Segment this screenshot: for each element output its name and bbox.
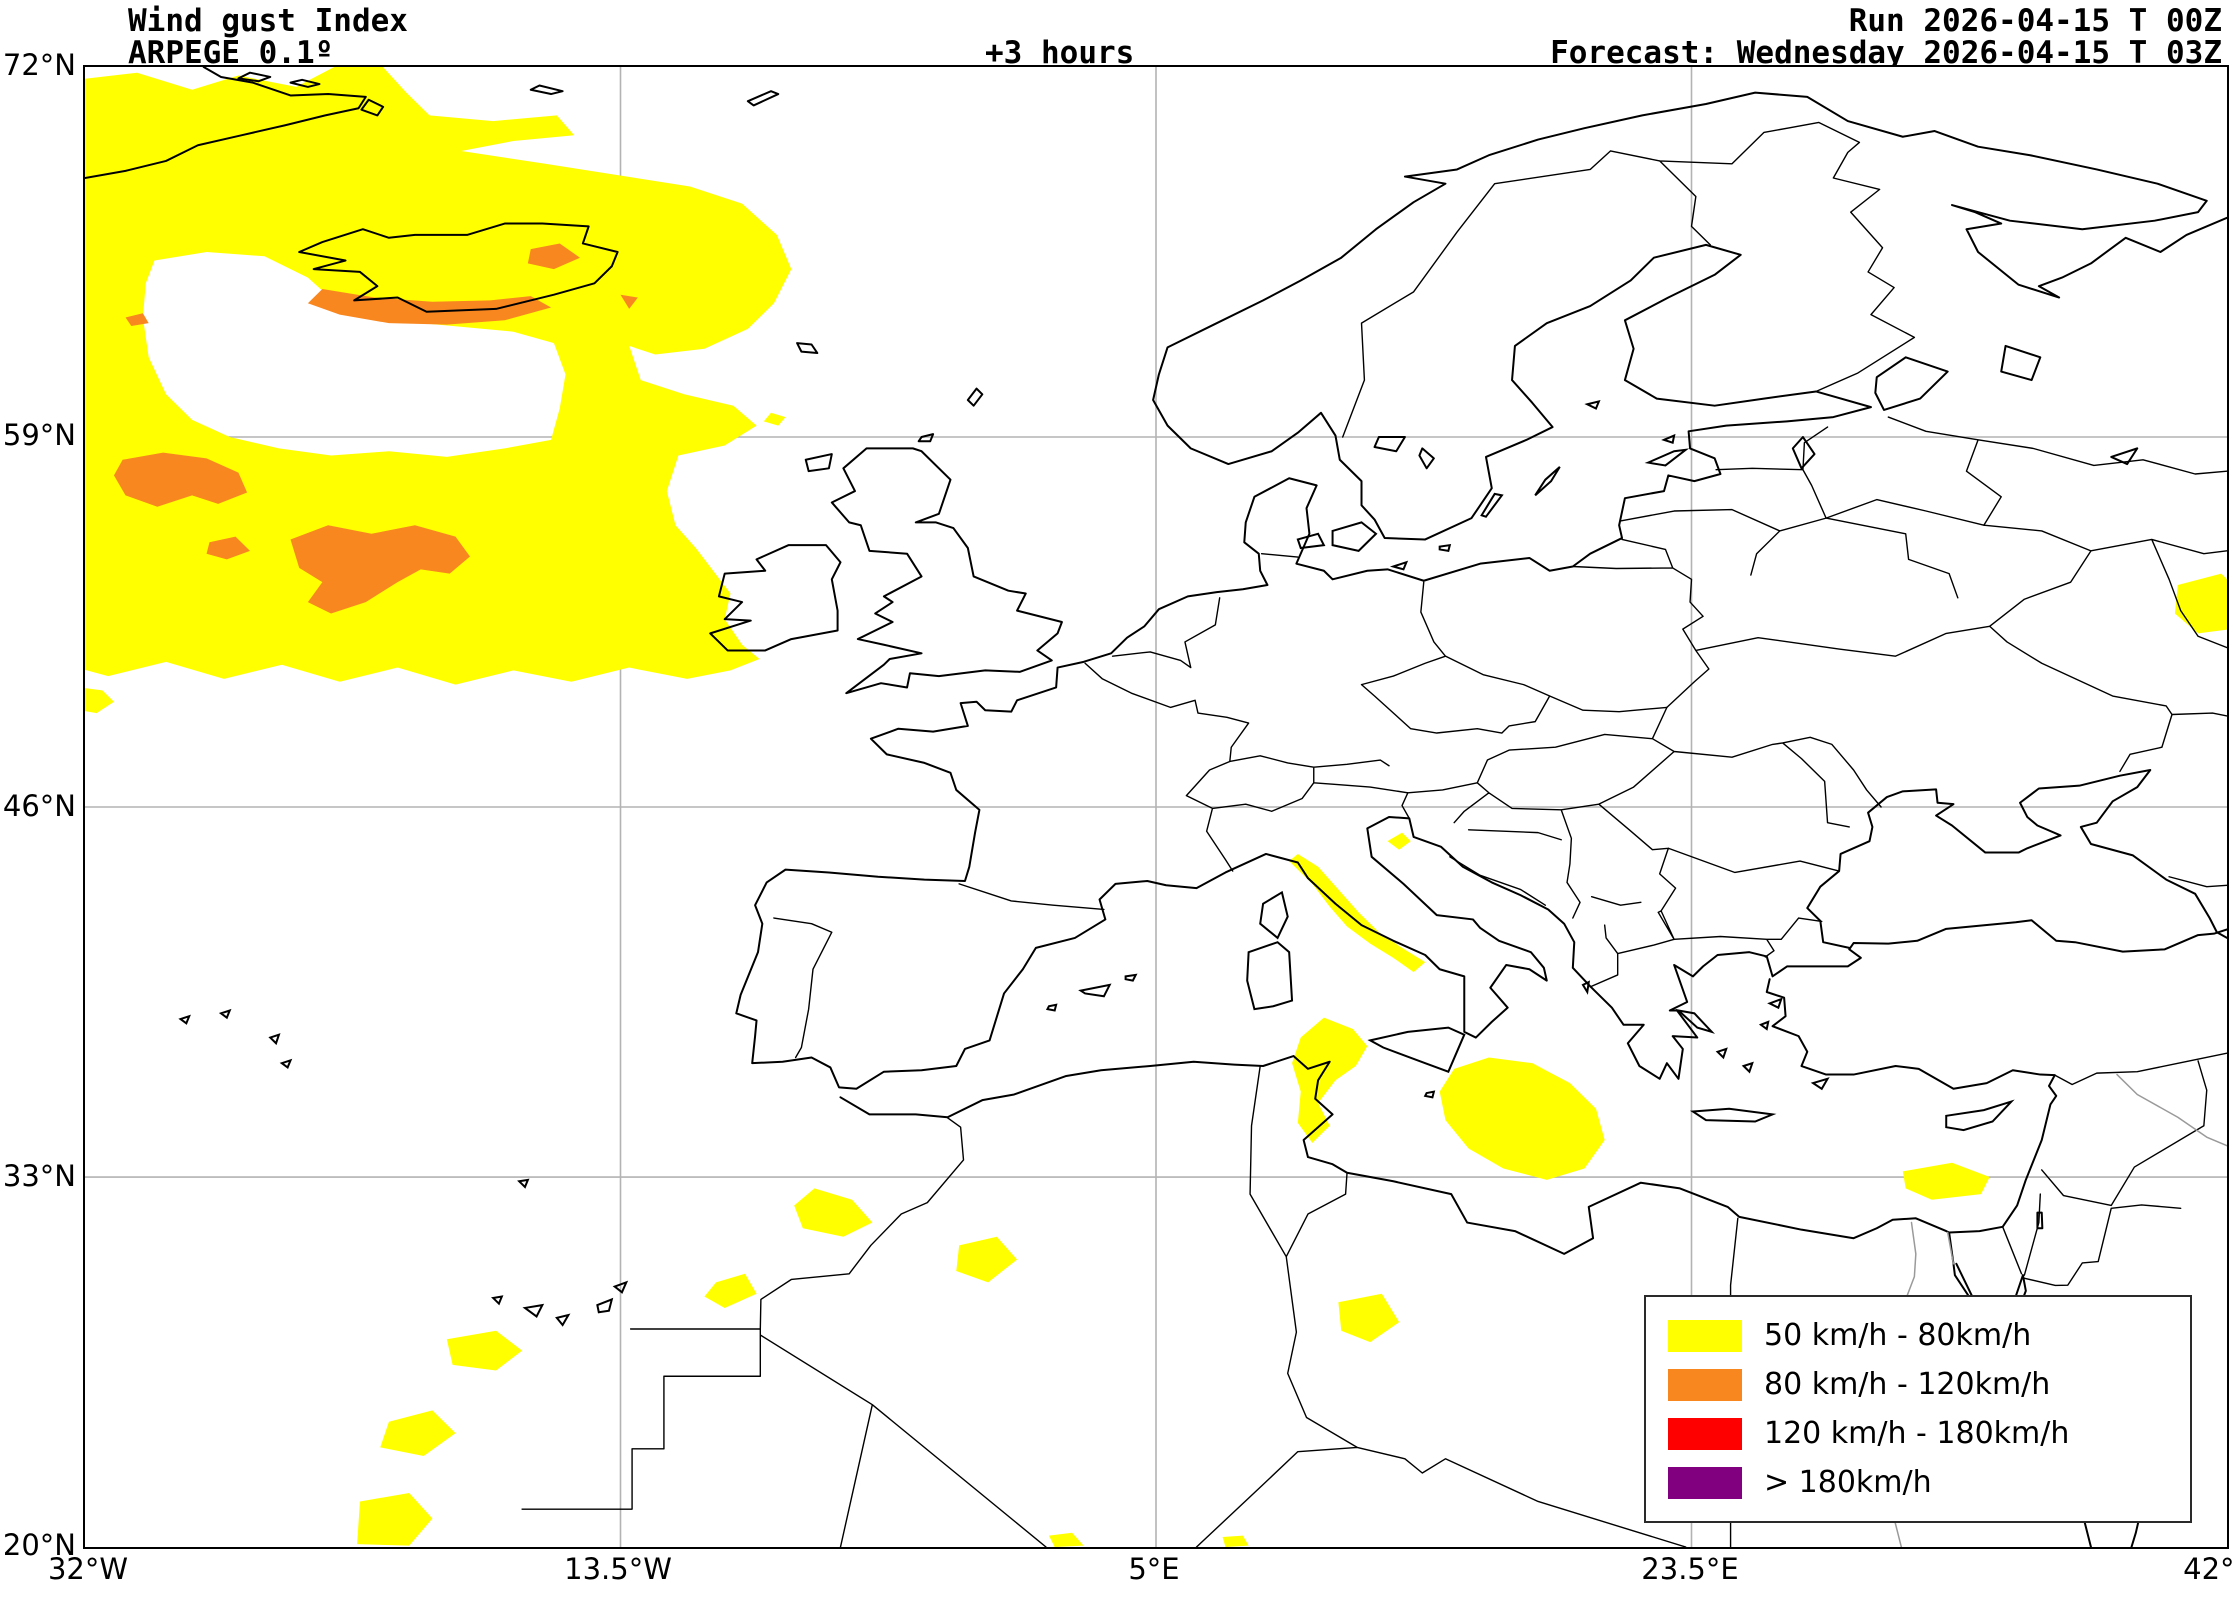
suez-canal bbox=[1948, 1233, 1954, 1264]
lon-tick-32w: 32°W bbox=[47, 1552, 129, 1586]
gust-region-sahara-a bbox=[1048, 1532, 1084, 1547]
lon-tick-42e: 42°E bbox=[2183, 1552, 2233, 1586]
borders-middle-east bbox=[2003, 877, 2227, 1286]
island-crete bbox=[1693, 1109, 1773, 1122]
legend-row: 80 km/h - 120km/h bbox=[1668, 1360, 2168, 1409]
gust-region-adriatic bbox=[1387, 832, 1411, 850]
gust-region-libya bbox=[1338, 1293, 1400, 1343]
gust-region-sahara-b bbox=[1222, 1535, 1249, 1547]
legend-label: 120 km/h - 180km/h bbox=[1764, 1415, 2070, 1451]
island-balearics bbox=[1047, 975, 1135, 1011]
coastline-faroes bbox=[797, 343, 817, 353]
lon-tick-5e: 5°E bbox=[1128, 1552, 1180, 1586]
borders-scandinavia bbox=[1343, 122, 1915, 437]
dead-sea bbox=[2037, 1213, 2042, 1229]
island-sicily bbox=[1370, 1028, 1464, 1098]
coastline-north-africa bbox=[840, 979, 2056, 1254]
lat-tick-20n: 20°N bbox=[2, 1528, 76, 1562]
borders-balkans bbox=[1450, 707, 1881, 986]
lat-tick-33n: 33°N bbox=[2, 1159, 76, 1193]
gust-region-atlantic-small bbox=[206, 536, 250, 560]
gust-region-atlantic bbox=[85, 67, 792, 685]
gust-region-norwegian-sea-b bbox=[620, 294, 638, 309]
legend-swatch-purple bbox=[1668, 1466, 1742, 1499]
lead-time-label: +3 hours bbox=[985, 35, 1135, 71]
gust-regions-50-80 bbox=[85, 67, 2227, 1547]
lon-tick-235e: 23.5°E bbox=[1641, 1552, 1739, 1586]
gust-region-left-edge bbox=[85, 688, 114, 714]
gust-region-russia-east bbox=[2174, 573, 2227, 634]
coastline-mainland-europe bbox=[736, 93, 2227, 1089]
lat-tick-72n: 72°N bbox=[2, 48, 76, 82]
island-sardinia bbox=[1247, 942, 1292, 1009]
legend-row: > 180km/h bbox=[1668, 1458, 2168, 1507]
gust-region-atlantic-north bbox=[113, 452, 248, 507]
borders-iberia-africa bbox=[522, 884, 2021, 1547]
coastlines bbox=[85, 67, 2227, 1547]
borders-baltic-east bbox=[1573, 427, 2172, 771]
lake-peipus bbox=[1793, 437, 1815, 468]
island-cyprus bbox=[1946, 1102, 2011, 1130]
gust-region-iceland-south bbox=[307, 288, 552, 325]
legend-swatch-red bbox=[1668, 1417, 1742, 1450]
lake-vanern bbox=[1375, 437, 1434, 468]
legend-row: 120 km/h - 180km/h bbox=[1668, 1409, 2168, 1458]
legend-label: 80 km/h - 120km/h bbox=[1764, 1366, 2051, 1402]
coastline-jan-mayen bbox=[531, 85, 778, 105]
coastline-ireland bbox=[710, 545, 840, 650]
legend-label: 50 km/h - 80km/h bbox=[1764, 1317, 2032, 1353]
gust-region-left-speck bbox=[125, 313, 149, 327]
gust-region-algeria bbox=[956, 1236, 1018, 1283]
island-atlantic bbox=[181, 1011, 627, 1326]
island-denmark bbox=[1298, 522, 1376, 550]
gust-region-atlantic-south bbox=[290, 525, 470, 614]
coastline-hebrides bbox=[806, 389, 983, 472]
map-svg bbox=[85, 67, 2227, 1547]
gust-region-levant bbox=[1902, 1162, 1990, 1200]
gust-region-canaries-a bbox=[446, 1330, 523, 1371]
borders-russia-regions bbox=[1826, 417, 2227, 716]
lake-ladoga bbox=[1875, 357, 1947, 410]
lake-onega bbox=[2001, 346, 2040, 380]
lat-tick-46n: 46°N bbox=[2, 789, 76, 823]
forecast-label: Forecast: Wednesday 2026-04-15 T 03Z bbox=[1550, 35, 2222, 71]
gust-region-tyrrhenian bbox=[1289, 853, 1426, 973]
gust-regions-80-120 bbox=[113, 243, 638, 614]
run-label: Run 2026-04-15 T 00Z bbox=[1848, 3, 2222, 39]
coastline-britain bbox=[832, 448, 1062, 693]
gust-region-morocco-south bbox=[704, 1273, 757, 1308]
coastline-iceland bbox=[299, 224, 617, 312]
model-label: ARPEGE 0.1º bbox=[128, 35, 334, 71]
legend-swatch-yellow bbox=[1668, 1319, 1742, 1352]
lat-tick-59n: 59°N bbox=[2, 418, 76, 452]
coastline-greenland-isle bbox=[238, 73, 383, 116]
gust-region-morocco-atlas bbox=[794, 1188, 873, 1237]
coastline-black-sea bbox=[1807, 770, 2227, 948]
gust-region-canaries-c bbox=[357, 1492, 433, 1546]
gust-region-canaries-b bbox=[380, 1410, 456, 1456]
legend-row: 50 km/h - 80km/h bbox=[1668, 1311, 2168, 1360]
lake-rybinsk bbox=[2111, 448, 2137, 464]
gust-region-central-med bbox=[1439, 1057, 1605, 1180]
map-frame: 50 km/h - 80km/h 80 km/h - 120km/h 120 k… bbox=[83, 65, 2229, 1549]
legend: 50 km/h - 80km/h 80 km/h - 120km/h 120 k… bbox=[1644, 1295, 2192, 1523]
borders-central-europe bbox=[1085, 554, 1667, 871]
legend-swatch-orange bbox=[1668, 1368, 1742, 1401]
lon-tick-135w: 13.5°W bbox=[564, 1552, 672, 1586]
island-baltic bbox=[1393, 401, 1685, 569]
country-borders bbox=[522, 122, 2227, 1547]
page-title: Wind gust Index bbox=[128, 3, 408, 39]
gust-region-norwegian-sea-a bbox=[527, 243, 580, 270]
river-euphrates bbox=[2117, 1075, 2227, 1146]
coastline-greenland bbox=[85, 67, 366, 178]
island-aegean bbox=[1583, 982, 1828, 1089]
legend-label: > 180km/h bbox=[1764, 1464, 1932, 1500]
gust-region-sicily-strait bbox=[1292, 1017, 1368, 1143]
island-corsica bbox=[1260, 892, 1287, 938]
gust-region-scotland-west bbox=[763, 412, 786, 426]
